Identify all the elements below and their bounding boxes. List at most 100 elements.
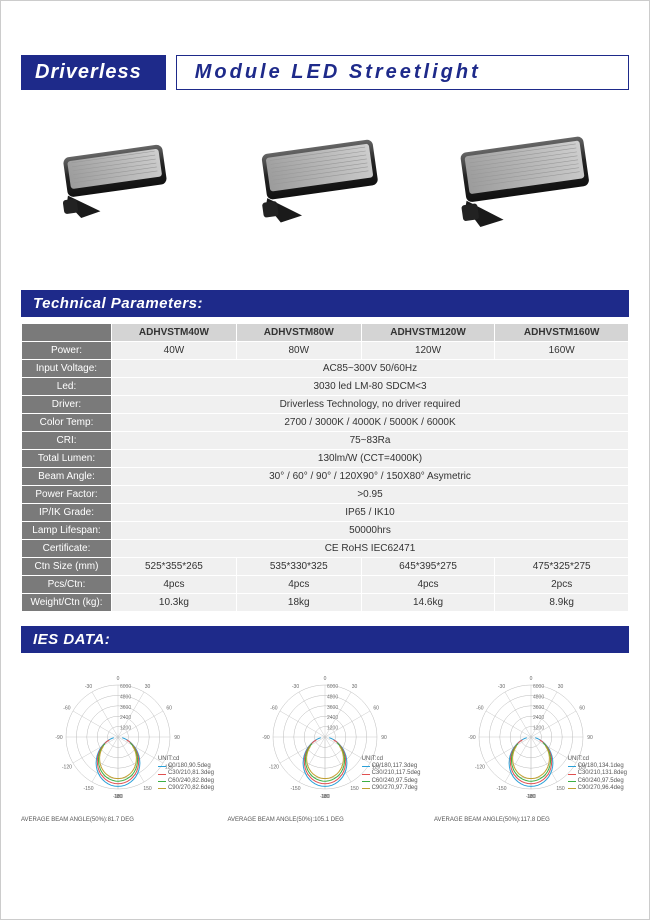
title-left: Driverless bbox=[21, 55, 166, 90]
product-images-row bbox=[21, 110, 629, 260]
spec-model-row: ADHVSTM40W ADHVSTM80W ADHVSTM120W ADHVST… bbox=[22, 324, 629, 342]
svg-text:-150: -150 bbox=[496, 786, 506, 792]
svg-text:-60: -60 bbox=[63, 706, 70, 712]
spec-row-label: Color Temp: bbox=[22, 414, 112, 432]
ies-footer-text: AVERAGE BEAM ANGLE(50%):117.8 DEG bbox=[434, 817, 629, 824]
spec-row: Led:3030 led LM-80 SDCM<3 bbox=[22, 378, 629, 396]
ies-footer-text: AVERAGE BEAM ANGLE(50%):105.1 DEG bbox=[228, 817, 423, 824]
svg-text:2400: 2400 bbox=[533, 715, 544, 721]
svg-text:-30: -30 bbox=[498, 684, 505, 690]
spec-row: Total Lumen:130lm/W (CCT=4000K) bbox=[22, 450, 629, 468]
spec-cell: 40W bbox=[112, 342, 237, 360]
svg-text:1200: 1200 bbox=[327, 726, 338, 732]
spec-cell: 8.9kg bbox=[495, 594, 629, 612]
spec-row: Lamp Lifespan:50000hrs bbox=[22, 522, 629, 540]
spec-cell: 4pcs bbox=[361, 576, 495, 594]
spec-row: Color Temp:2700 / 3000K / 4000K / 5000K … bbox=[22, 414, 629, 432]
svg-text:4800: 4800 bbox=[120, 694, 131, 700]
ies-legend: UNIT:cdC0/180,117.3degC30/210,117.5degC6… bbox=[362, 756, 421, 792]
svg-text:0: 0 bbox=[117, 676, 120, 682]
spec-cell: 2700 / 3000K / 4000K / 5000K / 6000K bbox=[112, 414, 629, 432]
svg-text:30: 30 bbox=[351, 684, 357, 690]
spec-row: Power:40W80W120W160W bbox=[22, 342, 629, 360]
spec-row-label: Power Factor: bbox=[22, 486, 112, 504]
spec-cell: 80W bbox=[236, 342, 361, 360]
product-image-2 bbox=[240, 130, 410, 240]
ies-legend: UNIT:cdC0/180,134.1degC30/210,131.8degC6… bbox=[568, 756, 627, 792]
svg-text:1200: 1200 bbox=[120, 726, 131, 732]
spec-cell: 14.6kg bbox=[361, 594, 495, 612]
spec-cell: 10.3kg bbox=[112, 594, 237, 612]
svg-text:6000: 6000 bbox=[327, 684, 338, 690]
spec-cell: CE RoHS IEC62471 bbox=[112, 540, 629, 558]
spec-cell: IP65 / IK10 bbox=[112, 504, 629, 522]
spec-row-label: Total Lumen: bbox=[22, 450, 112, 468]
svg-text:3600: 3600 bbox=[327, 705, 338, 711]
spec-corner-cell bbox=[22, 324, 112, 342]
spec-cell: 75~83Ra bbox=[112, 432, 629, 450]
spec-row: CRI:75~83Ra bbox=[22, 432, 629, 450]
ies-footer-text: AVERAGE BEAM ANGLE(50%):81.7 DEG bbox=[21, 817, 216, 824]
svg-text:3600: 3600 bbox=[120, 705, 131, 711]
spec-row-label: Lamp Lifespan: bbox=[22, 522, 112, 540]
model-cell: ADHVSTM80W bbox=[236, 324, 361, 342]
spec-cell: 4pcs bbox=[112, 576, 237, 594]
svg-text:150: 150 bbox=[143, 786, 152, 792]
spec-row-label: CRI: bbox=[22, 432, 112, 450]
svg-text:-90: -90 bbox=[262, 735, 269, 741]
svg-text:150: 150 bbox=[556, 786, 565, 792]
spec-cell: 3030 led LM-80 SDCM<3 bbox=[112, 378, 629, 396]
svg-text:-90: -90 bbox=[468, 735, 475, 741]
spec-row-label: Beam Angle: bbox=[22, 468, 112, 486]
svg-text:60: 60 bbox=[373, 706, 379, 712]
spec-cell: 50000hrs bbox=[112, 522, 629, 540]
spec-cell: Driverless Technology, no driver require… bbox=[112, 396, 629, 414]
svg-text:6000: 6000 bbox=[533, 684, 544, 690]
svg-text:180: 180 bbox=[320, 794, 329, 800]
svg-text:90: 90 bbox=[381, 735, 387, 741]
spec-row-label: Pcs/Ctn: bbox=[22, 576, 112, 594]
svg-text:-90: -90 bbox=[55, 735, 62, 741]
svg-text:3600: 3600 bbox=[533, 705, 544, 711]
svg-text:2400: 2400 bbox=[120, 715, 131, 721]
svg-text:-30: -30 bbox=[291, 684, 298, 690]
spec-row-label: Led: bbox=[22, 378, 112, 396]
ies-polar-chart: -180-150-120-90-60-300306090120150180120… bbox=[228, 665, 423, 810]
spec-cell: 4pcs bbox=[236, 576, 361, 594]
product-image-1 bbox=[37, 130, 207, 240]
spec-row-label: Power: bbox=[22, 342, 112, 360]
svg-text:-60: -60 bbox=[476, 706, 483, 712]
svg-text:4800: 4800 bbox=[327, 694, 338, 700]
svg-text:-150: -150 bbox=[290, 786, 300, 792]
svg-text:60: 60 bbox=[579, 706, 585, 712]
svg-text:30: 30 bbox=[145, 684, 151, 690]
svg-text:1200: 1200 bbox=[533, 726, 544, 732]
spec-row-label: Input Voltage: bbox=[22, 360, 112, 378]
spec-row-label: Certificate: bbox=[22, 540, 112, 558]
spec-table: ADHVSTM40W ADHVSTM80W ADHVSTM120W ADHVST… bbox=[21, 323, 629, 612]
product-image-3 bbox=[443, 130, 613, 240]
svg-text:-120: -120 bbox=[62, 765, 72, 771]
svg-text:-120: -120 bbox=[268, 765, 278, 771]
tech-params-header: Technical Parameters: bbox=[21, 290, 629, 317]
ies-header: IES DATA: bbox=[21, 626, 629, 653]
svg-text:30: 30 bbox=[558, 684, 564, 690]
spec-cell: 130lm/W (CCT=4000K) bbox=[112, 450, 629, 468]
model-cell: ADHVSTM40W bbox=[112, 324, 237, 342]
spec-row: Weight/Ctn (kg):10.3kg18kg14.6kg8.9kg bbox=[22, 594, 629, 612]
spec-row-label: IP/IK Grade: bbox=[22, 504, 112, 522]
svg-text:2400: 2400 bbox=[327, 715, 338, 721]
ies-polar-chart: -180-150-120-90-60-300306090120150180120… bbox=[434, 665, 629, 810]
spec-cell: 525*355*265 bbox=[112, 558, 237, 576]
svg-text:60: 60 bbox=[166, 706, 172, 712]
spec-row: Certificate:CE RoHS IEC62471 bbox=[22, 540, 629, 558]
spec-cell: 535*330*325 bbox=[236, 558, 361, 576]
spec-row: Input Voltage:AC85~300V 50/60Hz bbox=[22, 360, 629, 378]
svg-text:0: 0 bbox=[530, 676, 533, 682]
spec-cell: 30° / 60° / 90° / 120X90° / 150X80° Asym… bbox=[112, 468, 629, 486]
title-row: Driverless Module LED Streetlight bbox=[21, 55, 629, 90]
model-cell: ADHVSTM120W bbox=[361, 324, 495, 342]
spec-cell: 2pcs bbox=[495, 576, 629, 594]
spec-row: Ctn Size (mm)525*355*265535*330*325645*3… bbox=[22, 558, 629, 576]
svg-text:180: 180 bbox=[114, 794, 123, 800]
